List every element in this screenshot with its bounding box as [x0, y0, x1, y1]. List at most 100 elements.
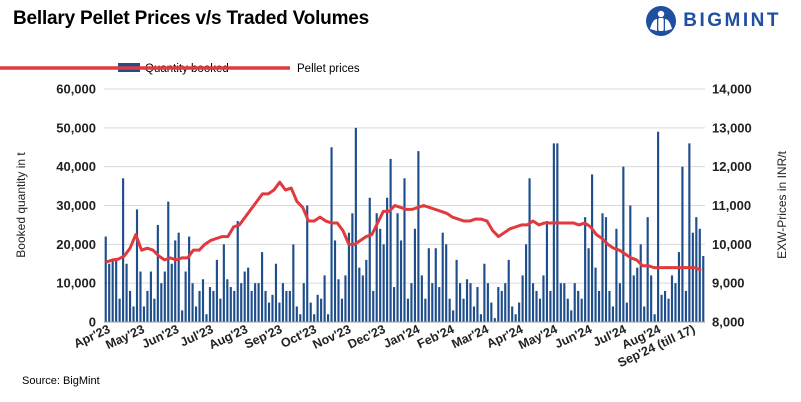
bar [177, 232, 180, 322]
y-right-axis-title: EXW-Prices in INR/t [775, 150, 789, 258]
x-tick-label: Aug'23 [207, 322, 250, 352]
source-note: Source: BigMint [22, 375, 100, 387]
bar [497, 287, 500, 322]
bar [229, 287, 232, 322]
chart-title: Bellary Pellet Prices v/s Traded Volumes [13, 8, 369, 29]
bar [243, 271, 246, 322]
bar [111, 259, 114, 322]
bar [316, 294, 319, 322]
bar [198, 290, 201, 322]
bar [434, 248, 437, 322]
bar [507, 259, 510, 322]
bar [347, 232, 350, 322]
bar [535, 290, 538, 322]
bar [205, 314, 208, 322]
bar [563, 283, 566, 322]
bar [156, 224, 159, 322]
bar [577, 290, 580, 322]
bar [629, 205, 632, 322]
bar [358, 267, 361, 322]
bar [219, 298, 222, 322]
bar [455, 259, 458, 322]
bar [465, 279, 469, 322]
bar [601, 213, 604, 322]
bar [556, 143, 559, 322]
bar [559, 283, 562, 322]
bar [521, 275, 524, 322]
bar [132, 306, 135, 322]
bar [483, 263, 486, 322]
bar [188, 236, 191, 322]
y-right-tick-label: 10,000 [712, 237, 752, 252]
bar [274, 263, 278, 322]
y-right-tick-label: 13,000 [712, 120, 752, 135]
bar [538, 298, 542, 322]
brand-logo: BIGMINT [645, 5, 781, 37]
x-tick-label: May'23 [103, 322, 146, 352]
bar [622, 166, 625, 322]
bar [372, 290, 375, 322]
bar [340, 298, 344, 322]
bar [128, 290, 132, 322]
bar [542, 275, 545, 322]
bar [472, 306, 476, 322]
bar [684, 290, 687, 322]
y-left-tick-label: 0 [89, 315, 96, 330]
bar [365, 259, 368, 322]
bar [438, 287, 441, 322]
bar [504, 283, 507, 322]
bar [552, 143, 555, 322]
x-tick-label: Sep'23 [242, 322, 284, 352]
bar [361, 275, 364, 322]
bar [215, 259, 218, 322]
bar [302, 283, 305, 322]
y-left-tick-label: 20,000 [56, 237, 96, 252]
bar [153, 298, 156, 322]
bar [643, 306, 646, 322]
bigmint-emblem-icon [646, 6, 677, 36]
y-left-tick-label: 30,000 [56, 198, 96, 213]
bar [344, 275, 347, 322]
bar [636, 267, 639, 322]
bar [688, 143, 691, 322]
bar [351, 213, 354, 322]
bar [452, 310, 455, 322]
bar [122, 178, 125, 322]
bar [299, 314, 302, 322]
bar [486, 283, 489, 322]
bar [594, 267, 597, 322]
bar [597, 290, 601, 322]
bar [323, 275, 326, 322]
bar [278, 302, 281, 322]
bar [375, 213, 378, 322]
bar [108, 263, 111, 322]
bar [222, 244, 225, 322]
bar [650, 275, 653, 322]
bar [167, 201, 170, 322]
y-left-tick-label: 40,000 [56, 159, 96, 174]
bar [674, 283, 677, 322]
bar [250, 290, 253, 322]
bar [181, 310, 184, 322]
bar [288, 290, 291, 322]
bar [625, 302, 628, 322]
bar [657, 131, 660, 322]
bar [566, 298, 569, 322]
bar [639, 244, 642, 322]
bar [691, 232, 694, 322]
bar [410, 283, 413, 322]
bar [146, 290, 149, 322]
bar [531, 283, 535, 322]
bar [313, 314, 316, 322]
bar [149, 271, 152, 322]
bar [142, 306, 146, 322]
bar [500, 290, 503, 322]
bar [580, 298, 583, 322]
bar [646, 217, 649, 322]
bar [333, 240, 337, 322]
bar [393, 287, 396, 322]
bar [337, 279, 340, 322]
bar [139, 271, 142, 322]
bar [281, 283, 284, 322]
bar [354, 127, 357, 322]
